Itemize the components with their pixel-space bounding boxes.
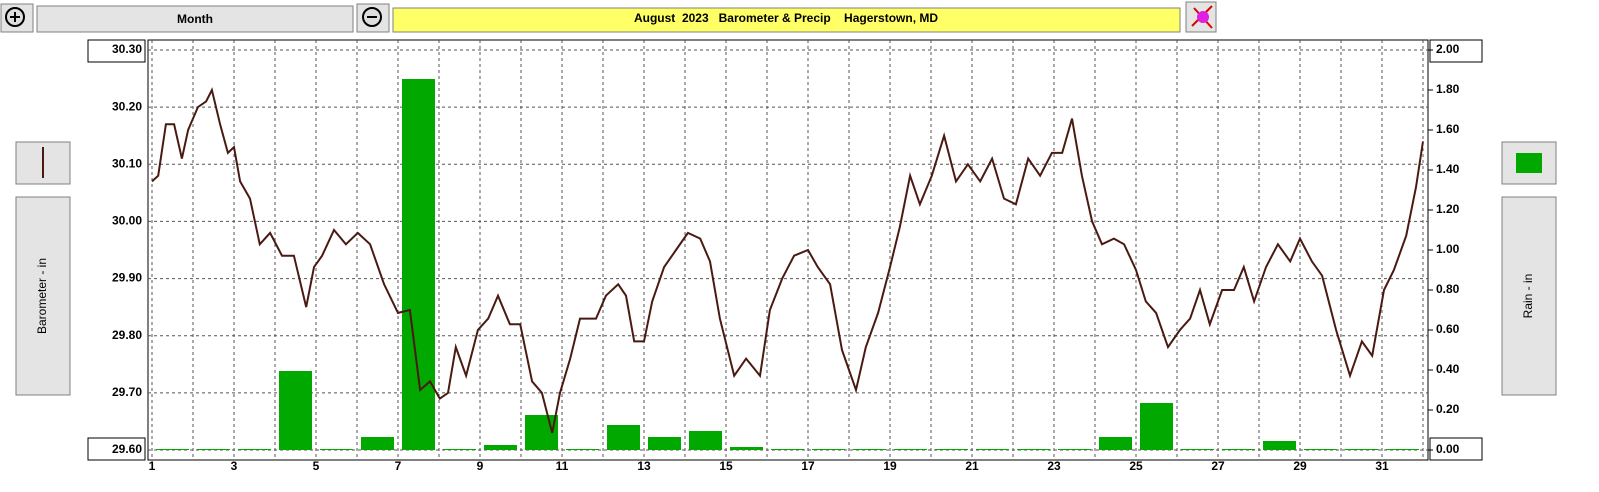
rain-bar xyxy=(402,79,435,450)
x-tick-label: 15 xyxy=(719,459,733,473)
y-tick-label: 29.70 xyxy=(112,385,142,399)
x-tick-label: 5 xyxy=(313,459,320,473)
x-tick-label: 29 xyxy=(1293,459,1307,473)
tick-box xyxy=(87,39,146,63)
tick-box xyxy=(1429,437,1483,461)
plot-frame xyxy=(147,39,1429,461)
rain-bar xyxy=(566,449,599,450)
x-tick-label: 27 xyxy=(1211,459,1225,473)
y-tick-label: 30.20 xyxy=(112,99,142,113)
rain-bar xyxy=(197,449,230,450)
bar-legend-swatch xyxy=(1516,153,1542,173)
y-tick-label: 30.10 xyxy=(112,156,142,170)
y-axis-label: Barometer - in xyxy=(35,258,49,334)
left-axis-button[interactable] xyxy=(15,196,71,396)
tick-box xyxy=(87,437,146,461)
rain-bar xyxy=(443,449,476,450)
rain-bar xyxy=(1222,449,1255,450)
x-tick-label: 25 xyxy=(1129,459,1143,473)
rain-bar xyxy=(1058,449,1091,450)
x-tick-label: 19 xyxy=(883,459,897,473)
y2-tick-label: 0.80 xyxy=(1436,282,1460,296)
rain-bar xyxy=(812,449,845,450)
y2-tick-label: 1.00 xyxy=(1436,242,1460,256)
x-tick-label: 17 xyxy=(801,459,815,473)
rain-bar xyxy=(320,449,353,450)
x-tick-label: 1 xyxy=(149,459,156,473)
y2-tick-label: 0.00 xyxy=(1436,442,1460,456)
y2-tick-label: 1.20 xyxy=(1436,202,1460,216)
x-tick-label: 31 xyxy=(1375,459,1389,473)
y2-axis-label: Rain - in xyxy=(1521,274,1535,319)
x-tick-label: 13 xyxy=(637,459,651,473)
y2-tick-label: 0.40 xyxy=(1436,362,1460,376)
x-tick-label: 11 xyxy=(556,459,569,473)
x-tick-label: 3 xyxy=(231,459,238,473)
rain-bar xyxy=(935,449,968,450)
rain-bar xyxy=(1140,403,1173,450)
y-tick-label: 29.60 xyxy=(112,442,142,456)
period-label: Month xyxy=(177,12,213,26)
period-button[interactable] xyxy=(36,5,354,33)
tick-box xyxy=(1429,39,1483,63)
rain-bar xyxy=(484,445,517,450)
rain-bar xyxy=(894,449,927,450)
y2-tick-label: 0.20 xyxy=(1436,402,1460,416)
rain-bar xyxy=(1099,437,1132,450)
rain-bar xyxy=(238,449,271,450)
rain-bar xyxy=(1017,449,1050,450)
x-tick-label: 21 xyxy=(965,459,979,473)
rain-bar xyxy=(1181,449,1214,450)
rain-bar xyxy=(853,449,886,450)
zoom-in-icon xyxy=(10,12,20,22)
color-icon xyxy=(1197,11,1209,23)
barometer-line xyxy=(151,87,1424,434)
rain-bar xyxy=(1304,449,1337,450)
title-bar xyxy=(392,7,1181,33)
rain-bar xyxy=(689,431,722,450)
rain-bar xyxy=(1263,441,1296,450)
y-tick-label: 29.90 xyxy=(112,271,142,285)
rain-bar xyxy=(361,437,394,450)
right-axis-button[interactable] xyxy=(1501,196,1557,396)
rain-bar xyxy=(976,449,1009,450)
rain-bar xyxy=(279,371,312,450)
rain-bar xyxy=(156,449,189,450)
rain-bar xyxy=(771,449,804,450)
y2-tick-label: 0.60 xyxy=(1436,322,1460,336)
y2-tick-label: 1.80 xyxy=(1436,82,1460,96)
y2-tick-label: 2.00 xyxy=(1436,42,1460,56)
rain-bar xyxy=(730,447,763,450)
chart-title: August 2023 Barometer & Precip Hagerstow… xyxy=(634,11,938,25)
rain-bar xyxy=(1345,449,1378,450)
rain-bar xyxy=(648,437,681,450)
y-tick-label: 30.00 xyxy=(112,214,142,228)
rain-bar xyxy=(1386,449,1419,450)
x-tick-label: 23 xyxy=(1047,459,1061,473)
x-tick-label: 7 xyxy=(395,459,402,473)
y2-tick-label: 1.60 xyxy=(1436,122,1460,136)
x-tick-label: 9 xyxy=(477,459,484,473)
y-tick-label: 29.80 xyxy=(112,328,142,342)
y2-tick-label: 1.40 xyxy=(1436,162,1460,176)
rain-bar xyxy=(607,425,640,450)
y-tick-label: 30.30 xyxy=(112,42,142,56)
